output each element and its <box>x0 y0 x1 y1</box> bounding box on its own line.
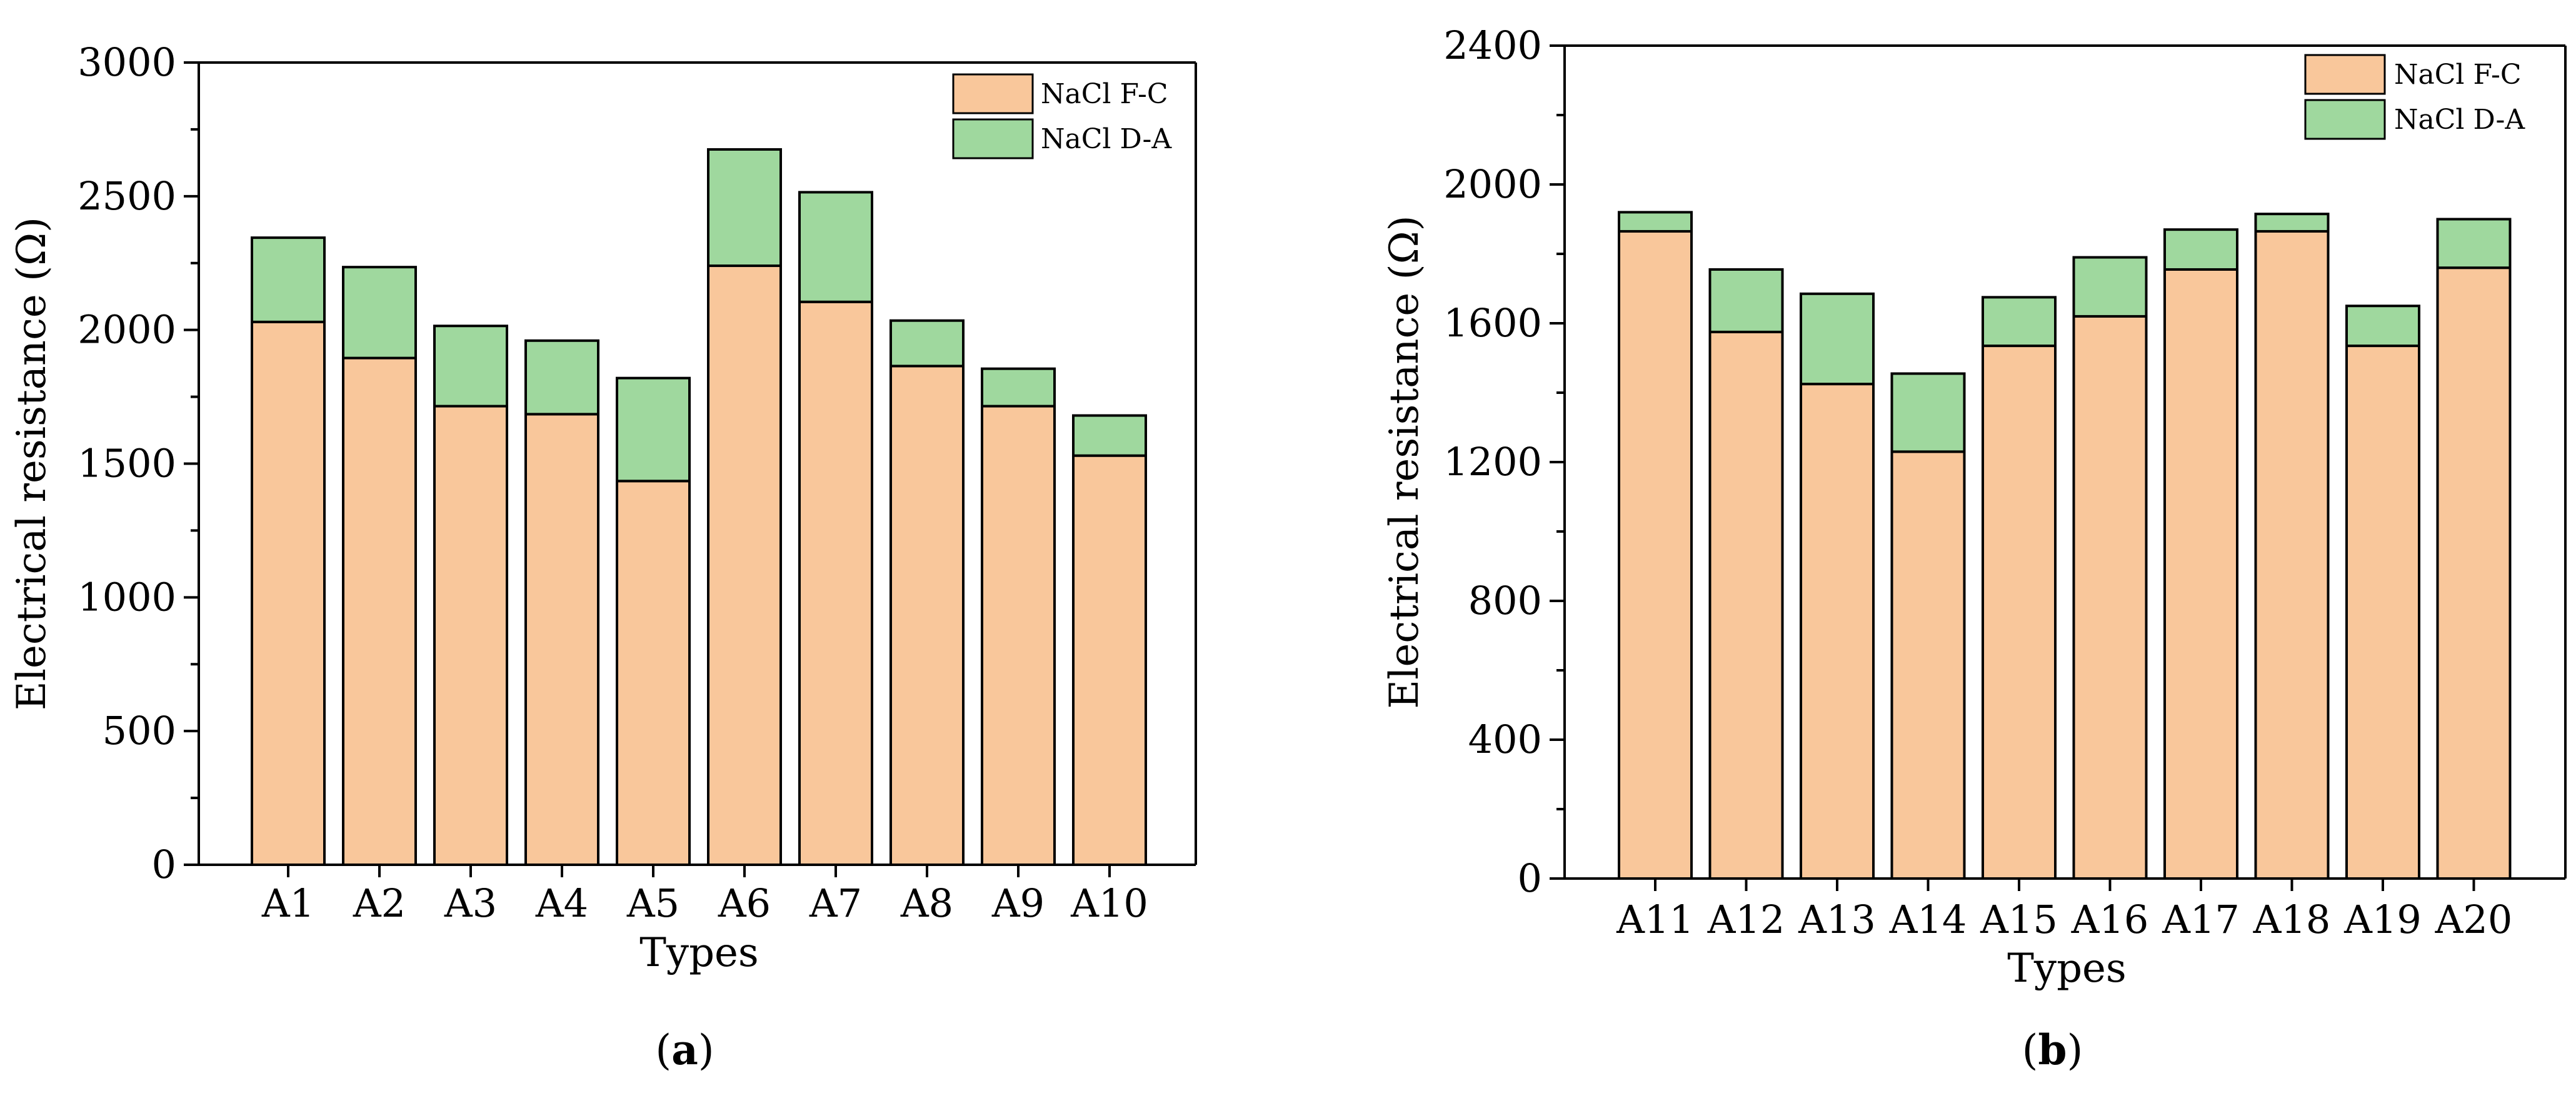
bar-A12-da <box>1708 268 1784 333</box>
x-tick-label: A1 <box>261 880 314 926</box>
bar-A4-da <box>524 339 599 416</box>
bar-A10-da <box>1072 414 1147 457</box>
y-tick-label: 400 <box>1468 717 1542 762</box>
x-tick-label: A11 <box>1616 897 1694 942</box>
x-tick-label: A6 <box>718 880 771 926</box>
bar-A16-da <box>2072 256 2148 318</box>
bar-A13-da <box>1800 292 1875 386</box>
x-tick-label: A8 <box>900 880 953 926</box>
bar-A14-fc <box>1890 450 1966 880</box>
bar-A12-fc <box>1708 330 1784 880</box>
bar-A2-fc <box>342 356 417 866</box>
bar-A11-da <box>1618 211 1693 233</box>
bar-A3-da <box>433 325 508 408</box>
legend-label-fc: NaCl F-C <box>2394 59 2522 91</box>
bar-A3-fc <box>433 405 508 866</box>
x-tick-label: A2 <box>353 880 406 926</box>
panel-label-open: ( <box>2022 1026 2038 1074</box>
legend-label-da: NaCl D-A <box>1041 123 1172 155</box>
y-tick-label: 500 <box>103 708 176 753</box>
y-tick-label: 1200 <box>1443 439 1542 485</box>
bar-A4-fc <box>524 413 599 866</box>
y-tick-label: 2000 <box>1443 161 1542 207</box>
y-tick-label: 1000 <box>78 574 176 620</box>
panel-label-close: ) <box>698 1026 714 1074</box>
x-tick-label: A14 <box>1889 897 1967 942</box>
bar-A5-fc <box>616 480 691 866</box>
bar-A20-da <box>2436 218 2512 269</box>
bar-A14-da <box>1890 372 1966 453</box>
legend-label-fc: NaCl F-C <box>1041 78 1168 110</box>
y-axis-title: Electrical resistance (Ω) <box>1381 215 1428 708</box>
x-tick-label: A16 <box>2071 897 2149 942</box>
panel-label: (a) <box>655 1025 714 1074</box>
bar-A9-fc <box>981 405 1056 866</box>
legend-label-da: NaCl D-A <box>2394 104 2525 136</box>
bar-A5-da <box>616 376 691 483</box>
bar-A11-fc <box>1618 229 1693 880</box>
legend-swatch-da <box>952 118 1034 159</box>
bar-A6-fc <box>707 264 782 866</box>
y-tick-label: 2500 <box>78 173 176 219</box>
bar-A18-da <box>2254 213 2330 233</box>
legend-swatch-fc <box>952 73 1034 114</box>
x-tick-label: A9 <box>991 880 1045 926</box>
bar-A18-fc <box>2254 229 2330 880</box>
bar-A2-da <box>342 266 417 360</box>
bar-A13-fc <box>1800 383 1875 880</box>
bar-A7-fc <box>798 300 873 866</box>
x-tick-label: A15 <box>1980 897 2058 942</box>
y-tick-label: 1600 <box>1443 300 1542 346</box>
panel-label-letter: b <box>2038 1025 2067 1074</box>
legend-swatch-fc <box>2304 54 2386 95</box>
x-tick-label: A4 <box>535 880 588 926</box>
bar-A10-fc <box>1072 454 1147 866</box>
bar-A20-fc <box>2436 266 2512 880</box>
bar-A8-fc <box>890 365 965 866</box>
y-tick-label: 2000 <box>78 307 176 353</box>
panel-label-close: ) <box>2067 1026 2083 1074</box>
bar-A1-da <box>251 236 326 323</box>
x-tick-label: A12 <box>1707 897 1785 942</box>
x-tick-label: A20 <box>2435 897 2513 942</box>
x-tick-label: A7 <box>809 880 862 926</box>
x-axis-title: Types <box>2007 945 2127 992</box>
x-tick-label: A10 <box>1070 880 1148 926</box>
y-tick-label: 2400 <box>1443 23 1542 68</box>
bar-A17-fc <box>2163 268 2238 880</box>
bar-A6-da <box>707 148 782 268</box>
x-axis-title: Types <box>639 930 759 976</box>
bar-A19-fc <box>2345 345 2420 880</box>
chart-panel-a: A1 A2 A3 A4 A5 A6 A7 A8 A9 A10 0 500 1000 1500 2000 250… <box>9 39 1197 1074</box>
bar-A15-da <box>1982 296 2057 348</box>
panel-label: (b) <box>2022 1025 2083 1074</box>
x-tick-label: A3 <box>444 880 497 926</box>
x-tick-label: A19 <box>2343 897 2422 942</box>
x-tick-label: A5 <box>626 880 679 926</box>
y-tick-label: 800 <box>1468 578 1542 623</box>
bar-A9-da <box>981 367 1056 408</box>
bar-A17-da <box>2163 228 2238 271</box>
x-tick-label: A13 <box>1798 897 1876 942</box>
bar-A1-fc <box>251 320 326 866</box>
bar-A19-da <box>2345 305 2420 348</box>
bar-A16-fc <box>2072 315 2148 880</box>
x-tick-label: A17 <box>2162 897 2240 942</box>
panel-label-letter: a <box>671 1025 698 1074</box>
y-tick-label: 0 <box>1518 855 1542 901</box>
y-tick-label: 3000 <box>78 39 176 85</box>
bar-A8-da <box>890 319 965 368</box>
bar-A7-da <box>798 191 873 303</box>
bar-A15-fc <box>1982 345 2057 880</box>
panel-label-open: ( <box>655 1026 671 1074</box>
chart-panel-b: A11 A12 A13 A14 A15 A16 A17 A18 A19 A20 0 400 800 120… <box>1381 23 2567 1074</box>
y-axis-title: Electrical resistance (Ω) <box>9 217 55 710</box>
x-tick-label: A18 <box>2253 897 2331 942</box>
y-tick-label: 1500 <box>78 441 176 486</box>
y-tick-label: 0 <box>152 842 176 887</box>
legend-swatch-da <box>2304 99 2386 140</box>
